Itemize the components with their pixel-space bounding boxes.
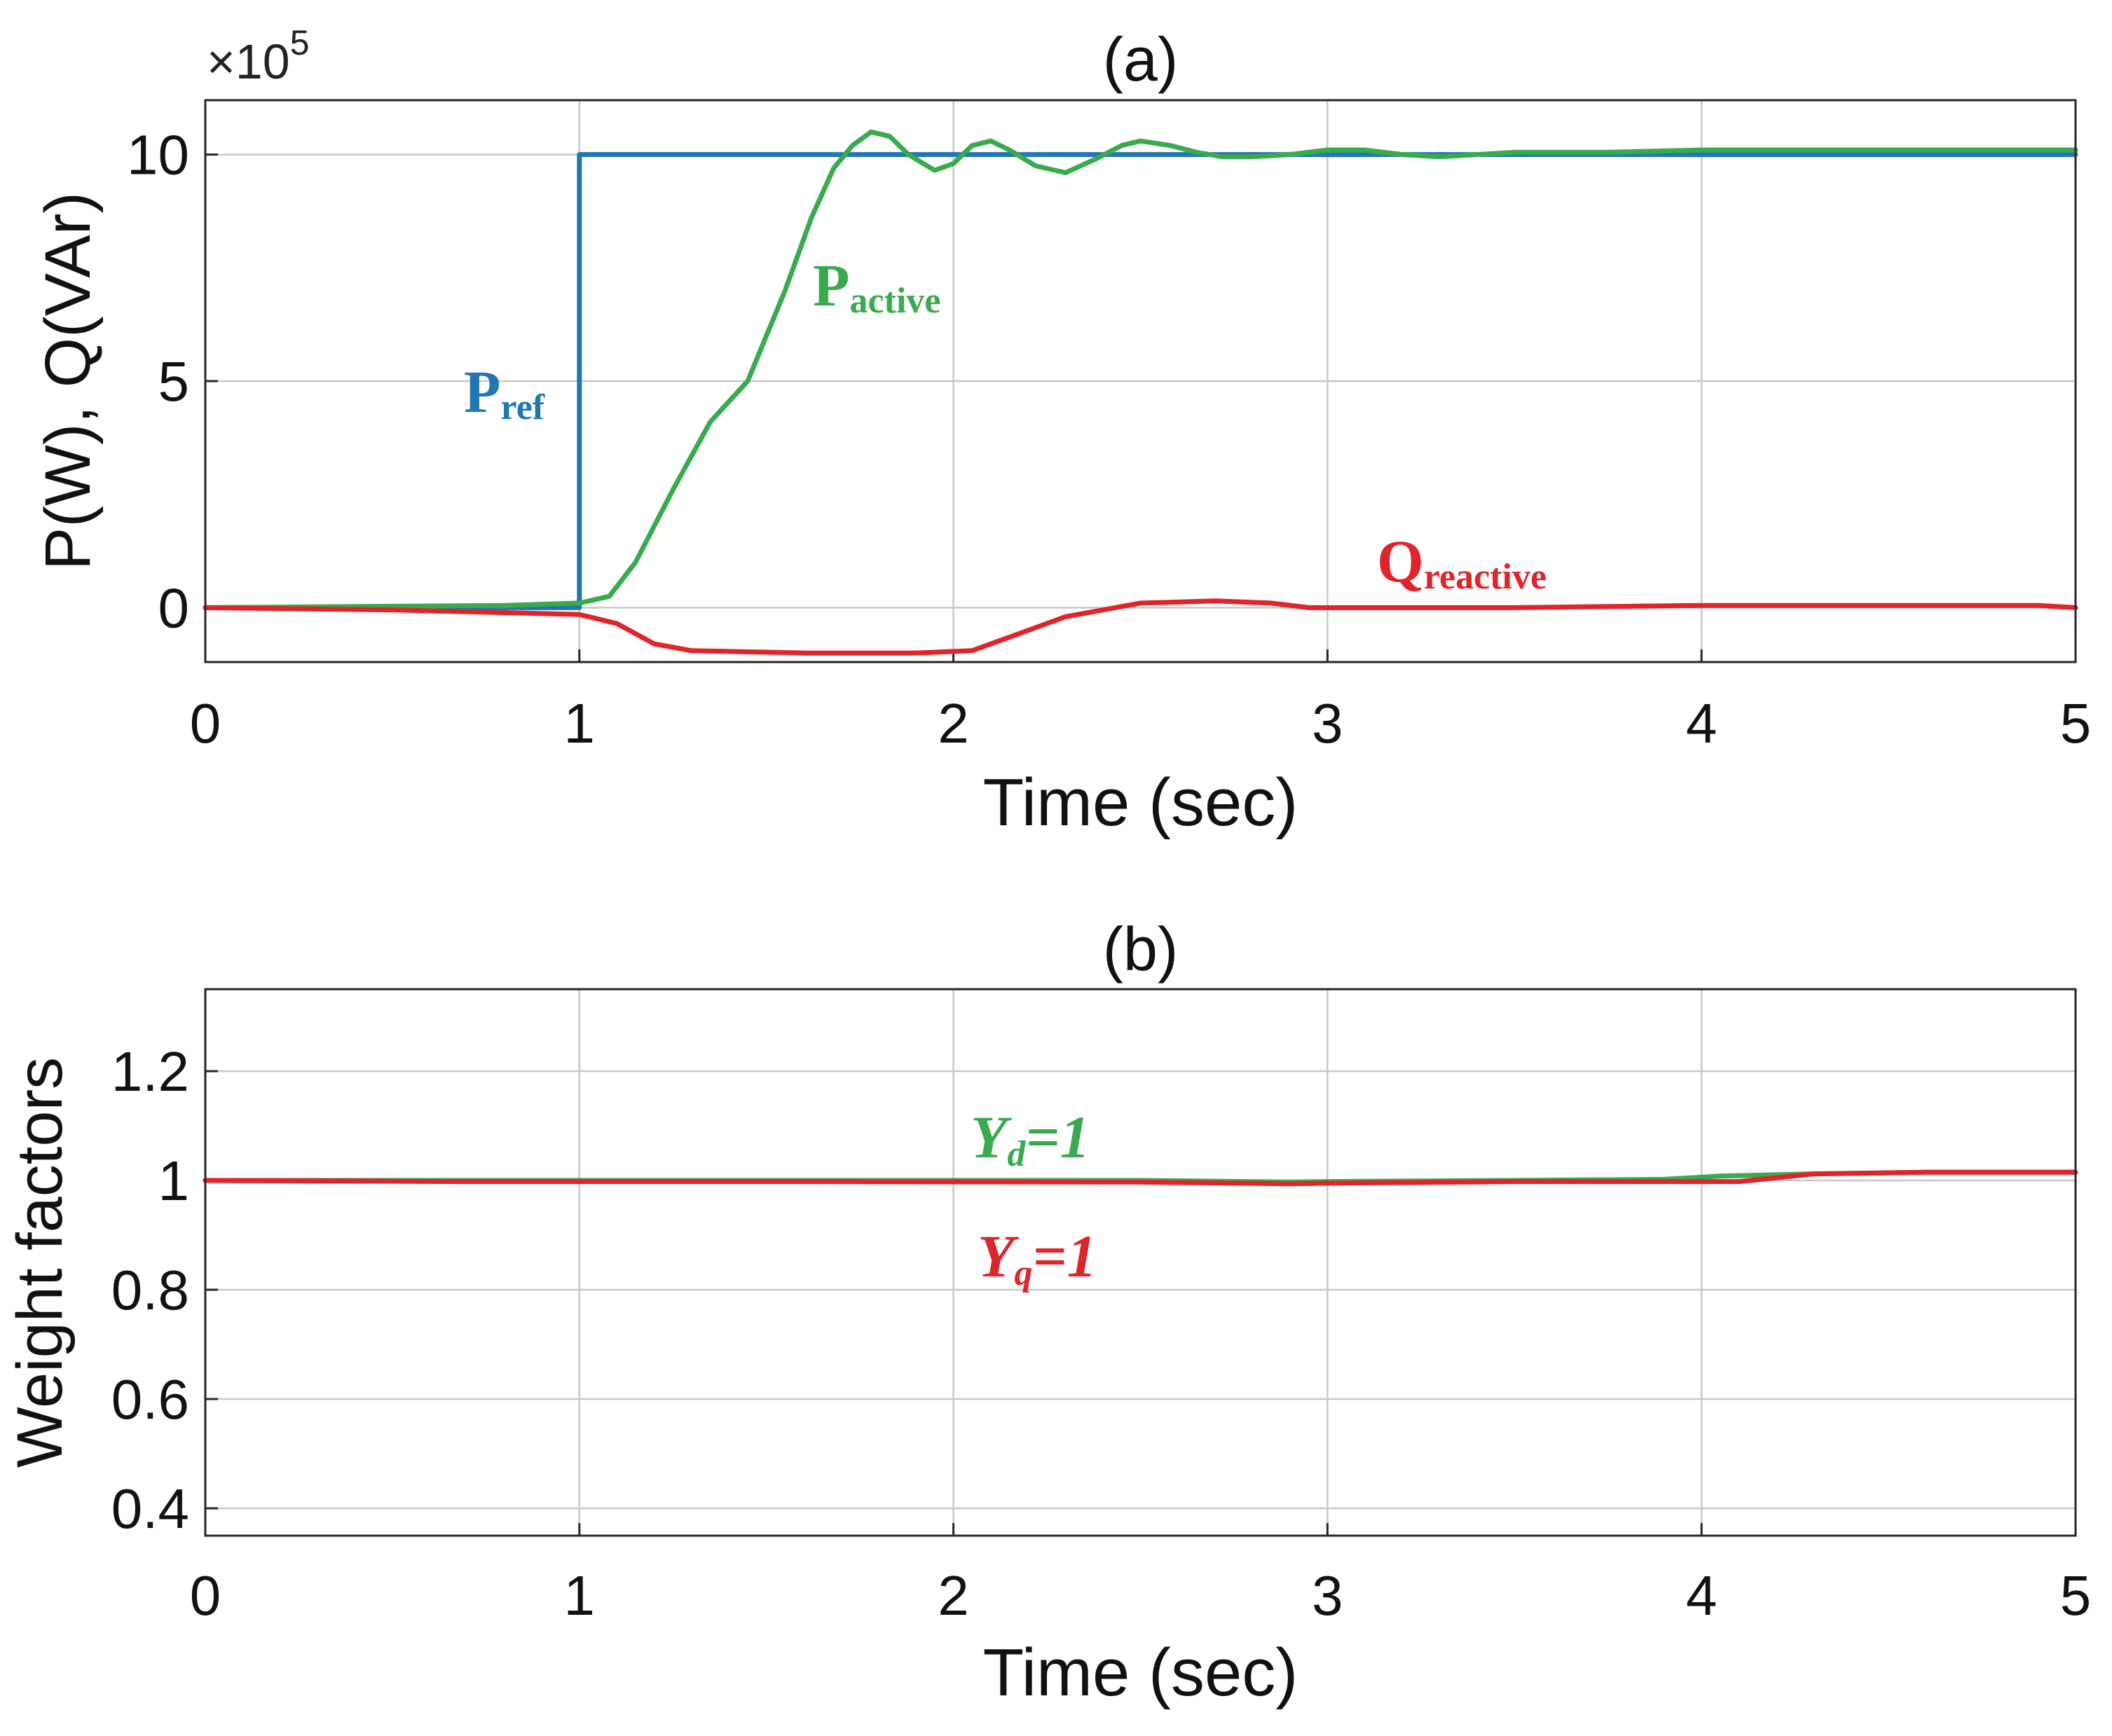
series-label-sub: q [1015,1253,1033,1293]
x-tick-label: 4 [1686,1564,1717,1627]
series-label-main: Y [971,1103,1013,1171]
panel-b-tick-labels: 0 1 2 3 4 5 0.4 0.6 0.8 1 1.2 [111,1040,2091,1627]
y-tick-label: 0.8 [111,1259,189,1321]
y-tick-label: 0 [158,577,190,639]
y-tick-label: 0.6 [111,1368,189,1431]
series-label-sub: active [850,281,941,321]
series-label-pref: Pref [464,358,545,427]
panel-b-series [203,1169,2078,1187]
series-label-qreactive: Qreactive [1377,528,1547,597]
panel-b-title: (b) [1103,914,1179,984]
panel-a-exponent-power: 5 [290,23,310,62]
y-tick-label: 1.2 [111,1040,189,1103]
y-tick-label: 5 [158,350,190,413]
panel-b-plot-area [205,989,2076,1536]
x-tick-label: 5 [2060,692,2092,755]
series-label-main: P [813,252,850,319]
panel-a-series [203,129,2078,656]
series-label-sub: reactive [1424,557,1547,597]
x-tick-label: 2 [938,1564,969,1627]
panel-a-x-axis-label: Time (sec) [983,765,1298,840]
series-label-yq-1: Yq=1 [978,1222,1097,1293]
panel-b-series-labels: Yd=1Yq=1 [971,1103,1097,1293]
panel-b-chart: 0 1 2 3 4 5 0.4 0.6 0.8 1 1.2 (b) Time (sec) Weigh… [4,914,2091,1710]
y-tick-label: 1 [158,1150,190,1212]
series-label-tail: =1 [1026,1103,1090,1171]
series-label-main: P [464,358,501,425]
series-label-sub: ref [501,387,545,427]
x-tick-label: 3 [1312,1564,1343,1627]
panel-a-exponent-base: ×10 [207,34,290,89]
series-label-pactive: Pactive [813,252,940,321]
panel-b-x-axis-label: Time (sec) [983,1635,1298,1710]
x-tick-label: 0 [190,692,221,755]
x-tick-label: 5 [2060,1564,2092,1627]
x-tick-label: 0 [190,1564,221,1627]
series-line-yq-1 [203,1169,2078,1187]
x-tick-label: 2 [938,692,969,755]
panel-b-y-axis-label: Weight factors [4,1057,76,1468]
panel-a-exponent-label: ×105 [207,23,310,89]
panel-a-title: (a) [1103,25,1179,94]
series-line-qreactive [203,598,2078,656]
panel-a-chart: 0 1 2 3 4 5 0 5 10 (a) Time (sec) P(W), Q(VAr) ×… [32,23,2091,840]
panel-a-y-axis-label: P(W), Q(VAr) [32,192,104,570]
panel-a-tick-labels: 0 1 2 3 4 5 0 5 10 [127,124,2091,755]
panel-a-axes-box [204,99,2077,663]
x-tick-label: 3 [1312,692,1343,755]
y-tick-label: 0.4 [111,1477,189,1540]
series-label-main: Y [978,1222,1020,1290]
series-label-tail: =1 [1033,1222,1097,1290]
x-tick-label: 1 [564,692,596,755]
panel-b-axes-box [204,988,2077,1537]
x-tick-label: 4 [1686,692,1717,755]
series-line-pactive [203,129,2078,610]
series-label-yd-1: Yd=1 [971,1103,1090,1174]
series-label-sub: d [1008,1134,1027,1174]
series-label-main: Q [1377,528,1424,595]
x-tick-label: 1 [564,1564,596,1627]
y-tick-label: 10 [127,124,189,186]
